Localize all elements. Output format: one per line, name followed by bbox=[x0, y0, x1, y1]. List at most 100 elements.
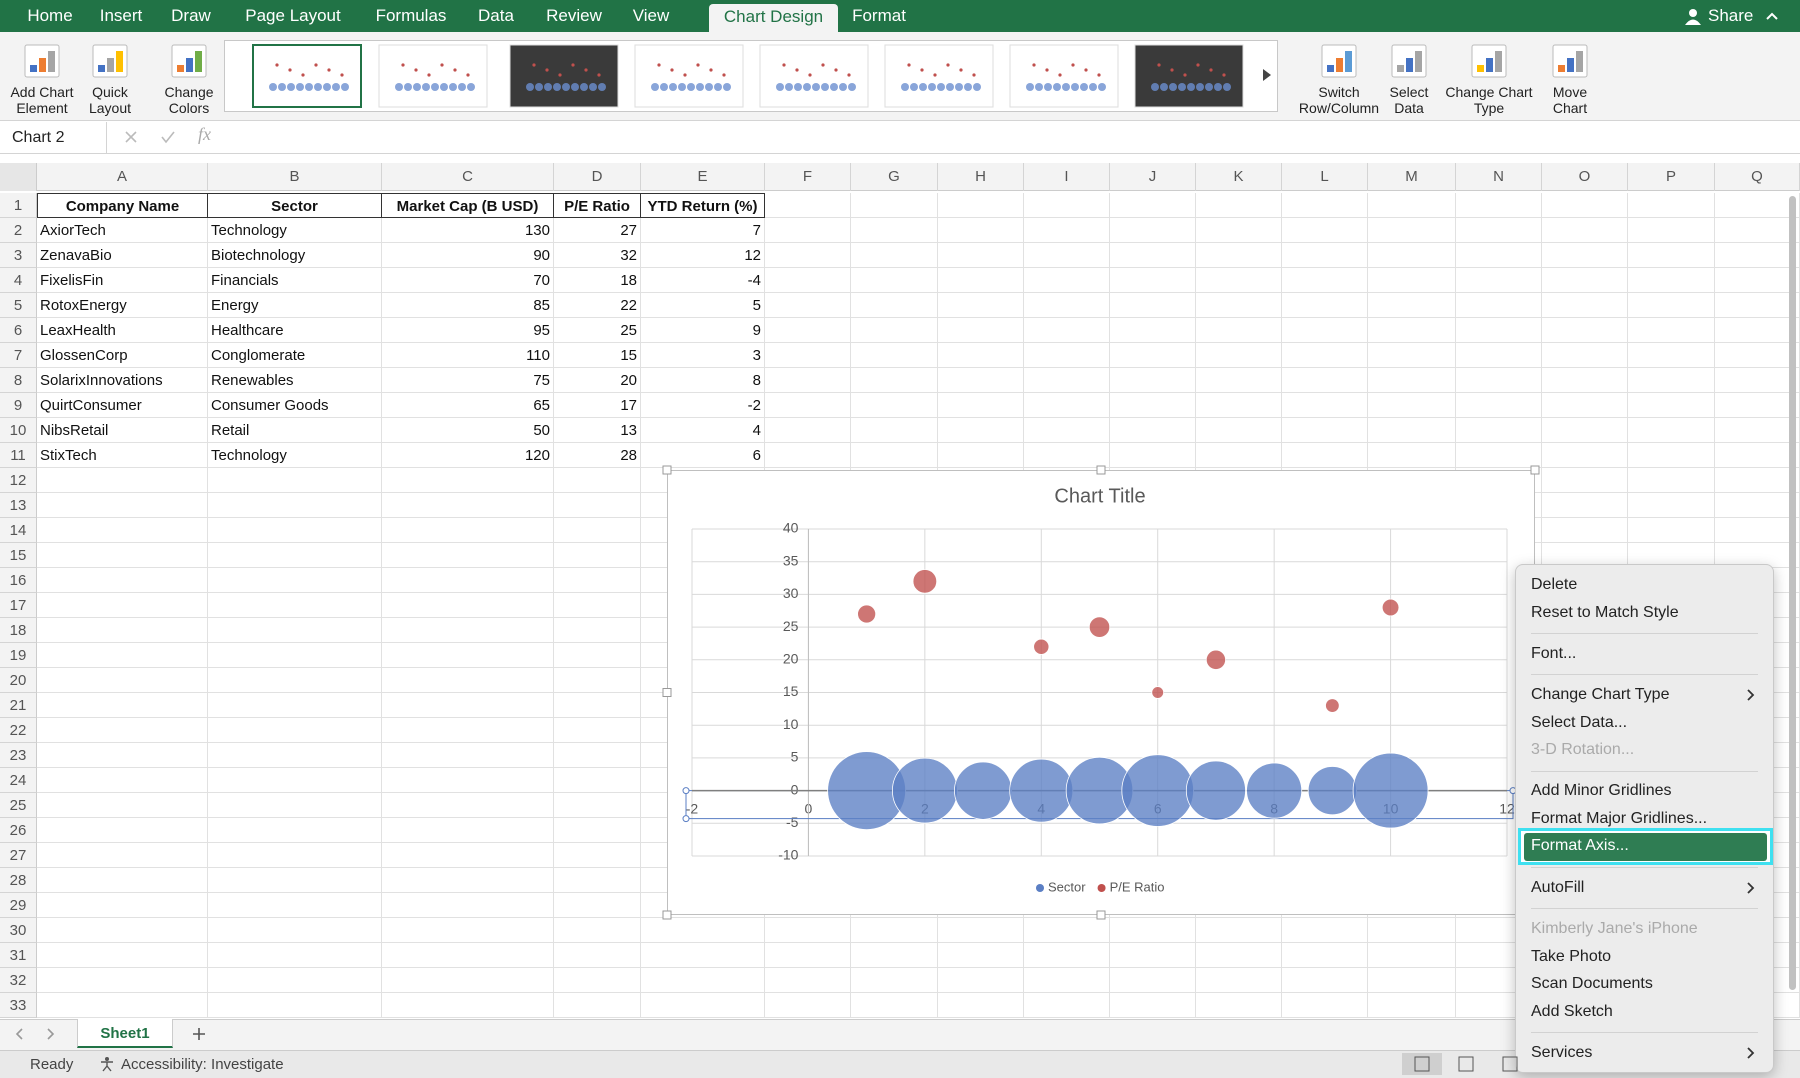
chart-area[interactable] bbox=[667, 470, 1535, 915]
cell[interactable] bbox=[208, 868, 382, 893]
cell[interactable] bbox=[1456, 418, 1542, 443]
cell[interactable] bbox=[1368, 443, 1456, 468]
ribbon-button[interactable]: Change Chart Type bbox=[1445, 84, 1533, 116]
cell[interactable] bbox=[1196, 993, 1282, 1018]
cell[interactable] bbox=[851, 443, 938, 468]
cell[interactable] bbox=[554, 343, 641, 368]
cell[interactable] bbox=[1196, 268, 1282, 293]
cell[interactable] bbox=[765, 243, 851, 268]
table-cell[interactable]: 5 bbox=[752, 297, 761, 314]
table-cell[interactable]: 85 bbox=[533, 297, 550, 314]
cell[interactable] bbox=[1628, 368, 1715, 393]
cell[interactable] bbox=[37, 343, 208, 368]
cell[interactable] bbox=[641, 418, 765, 443]
cell[interactable] bbox=[1628, 468, 1715, 493]
cell[interactable] bbox=[1628, 243, 1715, 268]
cell[interactable] bbox=[1628, 218, 1715, 243]
cell[interactable] bbox=[37, 868, 208, 893]
cell[interactable] bbox=[37, 468, 208, 493]
cell[interactable] bbox=[208, 318, 382, 343]
cell[interactable] bbox=[1368, 293, 1456, 318]
cell[interactable] bbox=[1456, 343, 1542, 368]
menu-item[interactable]: Change Chart Type bbox=[1531, 686, 1670, 704]
cell[interactable] bbox=[1282, 393, 1368, 418]
row-header[interactable]: 21 bbox=[0, 693, 37, 718]
cell[interactable] bbox=[37, 743, 208, 768]
cell[interactable] bbox=[37, 443, 208, 468]
ribbon-tab[interactable]: Formulas bbox=[375, 6, 447, 25]
cell[interactable] bbox=[382, 368, 554, 393]
cell[interactable] bbox=[1110, 318, 1196, 343]
cell[interactable] bbox=[1110, 918, 1196, 943]
table-header-cell[interactable]: YTD Return (%) bbox=[641, 193, 765, 218]
cell[interactable] bbox=[382, 793, 554, 818]
cell[interactable] bbox=[1542, 268, 1628, 293]
cell[interactable] bbox=[37, 718, 208, 743]
cell[interactable] bbox=[37, 618, 208, 643]
cell[interactable] bbox=[1456, 243, 1542, 268]
table-cell[interactable]: FixelisFin bbox=[40, 272, 104, 289]
cell[interactable] bbox=[1368, 968, 1456, 993]
menu-item[interactable]: Scan Documents bbox=[1531, 975, 1653, 992]
cell[interactable] bbox=[1456, 368, 1542, 393]
table-cell[interactable]: Renewables bbox=[211, 372, 294, 389]
thumb-bg[interactable] bbox=[1009, 44, 1119, 108]
cell[interactable] bbox=[37, 943, 208, 968]
cell[interactable] bbox=[1196, 368, 1282, 393]
name-box[interactable]: Chart 2 bbox=[0, 122, 107, 153]
cell[interactable] bbox=[765, 393, 851, 418]
table-cell[interactable]: Consumer Goods bbox=[211, 397, 329, 414]
ribbon-button[interactable]: Change Colors bbox=[164, 84, 214, 116]
table-cell[interactable]: SolarixInnovations bbox=[40, 372, 163, 389]
cell[interactable] bbox=[641, 318, 765, 343]
cell[interactable] bbox=[1282, 968, 1368, 993]
cell[interactable] bbox=[851, 218, 938, 243]
column-header[interactable]: J bbox=[1110, 163, 1196, 191]
cell[interactable] bbox=[1715, 368, 1800, 393]
plus[interactable] bbox=[193, 1028, 205, 1040]
cell[interactable] bbox=[1542, 393, 1628, 418]
cell[interactable] bbox=[938, 218, 1024, 243]
column-header[interactable]: B bbox=[208, 163, 382, 191]
share-button[interactable]: Share bbox=[1708, 6, 1754, 25]
cell[interactable] bbox=[37, 568, 208, 593]
menu-item[interactable]: Font... bbox=[1531, 644, 1577, 662]
cell[interactable] bbox=[208, 818, 382, 843]
cell[interactable] bbox=[37, 918, 208, 943]
cell[interactable] bbox=[37, 668, 208, 693]
cell[interactable] bbox=[554, 793, 641, 818]
cell[interactable] bbox=[765, 293, 851, 318]
cell[interactable] bbox=[554, 668, 641, 693]
cell[interactable] bbox=[554, 743, 641, 768]
cell[interactable] bbox=[37, 418, 208, 443]
row-header[interactable]: 16 bbox=[0, 568, 37, 593]
row-header[interactable]: 25 bbox=[0, 793, 37, 818]
cell[interactable] bbox=[382, 993, 554, 1018]
row-header[interactable]: 4 bbox=[0, 268, 37, 293]
menu-item[interactable]: Format Axis... bbox=[1531, 837, 1629, 855]
cell[interactable] bbox=[1628, 418, 1715, 443]
table-cell[interactable]: 3 bbox=[752, 347, 761, 364]
cell[interactable] bbox=[938, 918, 1024, 943]
table-cell[interactable]: NibsRetail bbox=[40, 422, 109, 439]
cell[interactable] bbox=[851, 943, 938, 968]
cell[interactable] bbox=[1542, 418, 1628, 443]
cell[interactable] bbox=[1628, 518, 1715, 543]
cell[interactable] bbox=[1368, 268, 1456, 293]
column-header[interactable]: M bbox=[1368, 163, 1456, 191]
column-header[interactable]: Q bbox=[1715, 163, 1800, 191]
cell[interactable] bbox=[208, 293, 382, 318]
row-header[interactable]: 29 bbox=[0, 893, 37, 918]
cell[interactable] bbox=[554, 643, 641, 668]
cell[interactable] bbox=[554, 718, 641, 743]
cell[interactable] bbox=[1715, 343, 1800, 368]
cell[interactable] bbox=[208, 493, 382, 518]
cell[interactable] bbox=[37, 818, 208, 843]
cell[interactable] bbox=[1542, 318, 1628, 343]
cell[interactable] bbox=[641, 268, 765, 293]
cell[interactable] bbox=[37, 268, 208, 293]
cell[interactable] bbox=[938, 193, 1024, 218]
cell[interactable] bbox=[554, 418, 641, 443]
table-header-cell[interactable]: Market Cap (B USD) bbox=[382, 193, 554, 218]
cell[interactable] bbox=[208, 418, 382, 443]
